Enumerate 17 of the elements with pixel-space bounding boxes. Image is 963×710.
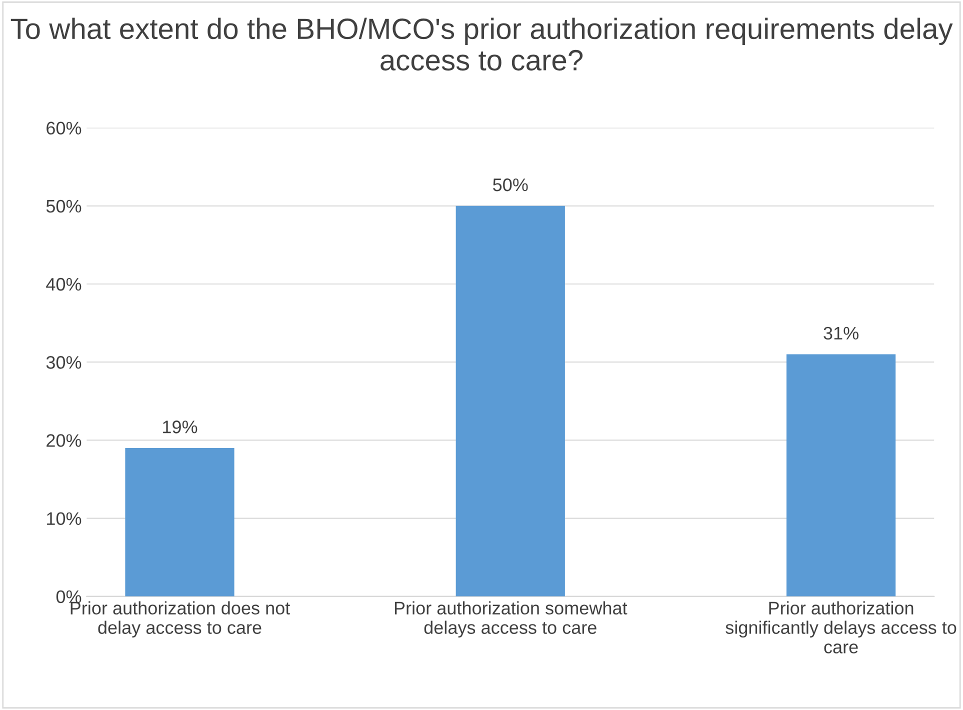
y-tick-label: 10%	[47, 512, 82, 526]
bar	[456, 206, 565, 596]
y-tick-label: 20%	[46, 434, 82, 447]
bar	[786, 354, 896, 596]
data-label: 19%	[163, 420, 198, 434]
bar	[125, 448, 234, 596]
x-tick-label: Prior authorization somewhat delays access to care	[394, 601, 628, 638]
data-label: 31%	[824, 326, 858, 340]
x-tick-label: Prior authorization does not delay access to care	[70, 601, 290, 638]
x-tick-label: Prior authorization significantly delays access to care	[726, 601, 956, 654]
y-tick-label: 60%	[46, 122, 82, 135]
y-tick-label: 40%	[46, 278, 82, 291]
y-tick-label: 30%	[46, 356, 82, 369]
y-tick-label: 0%	[56, 590, 82, 604]
data-label: 50%	[493, 178, 528, 192]
y-tick-label: 50%	[46, 200, 82, 213]
chart-title: To what extent do the BHO/MCO's prior authorization requirements delay access to care?	[10, 18, 953, 71]
